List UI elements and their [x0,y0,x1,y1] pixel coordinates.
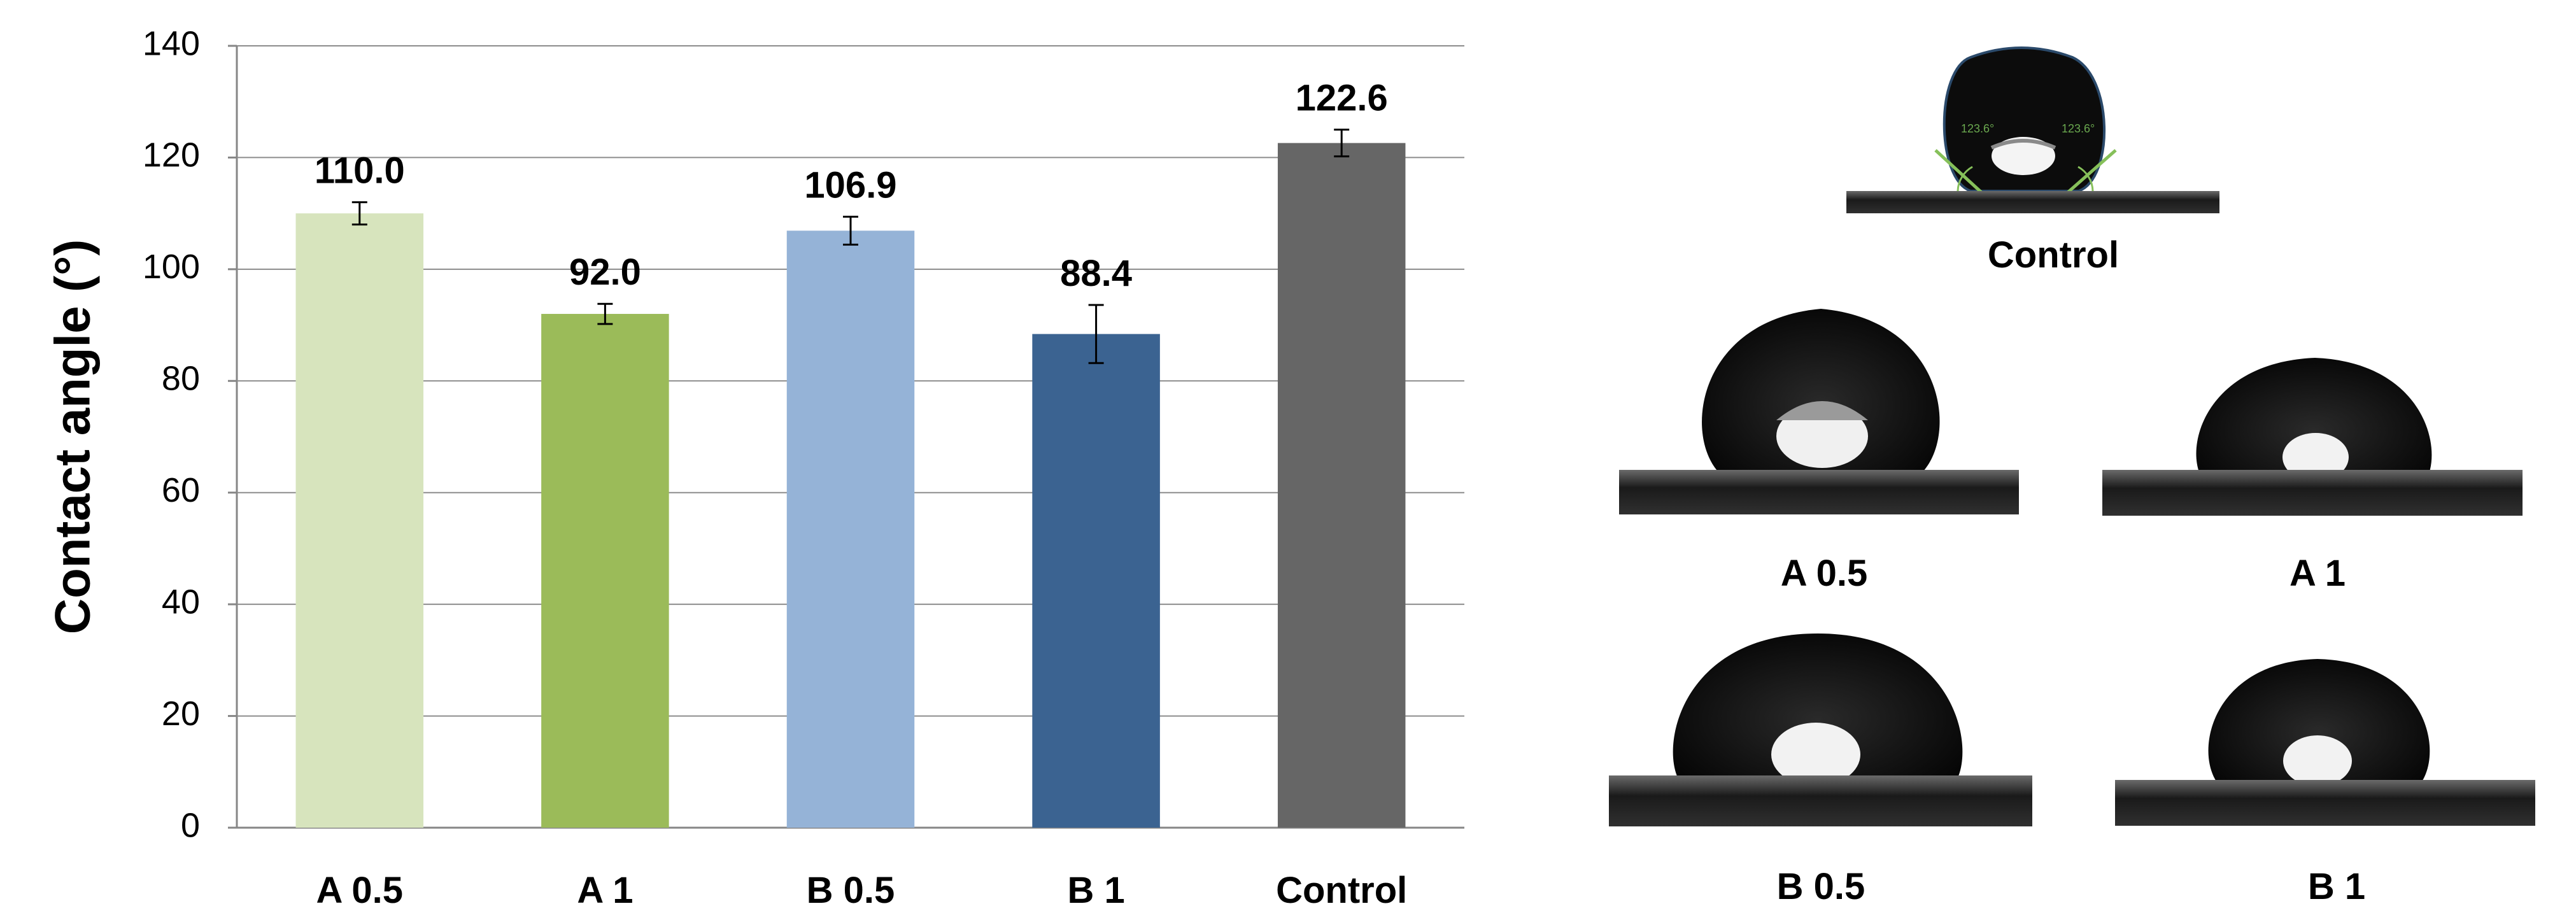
error-bar [1088,304,1104,364]
photo-control-angle-right: 123.6° [2062,122,2095,135]
photo-control-highlight [1992,137,2055,175]
photo-a1-surface [2102,470,2523,516]
photo-a05: A 0.5 [1617,293,2019,594]
y-tick-label: 20 [162,695,200,733]
photo-control-angle-arc-left [1957,166,1973,192]
category-label: Control [1276,870,1407,911]
photo-b05-label: B 0.5 [1777,866,1865,907]
y-axis-title: Contact angle (°) [45,239,101,635]
photo-a05-droplet [1702,309,1940,484]
category-label: B 0.5 [807,870,895,911]
photo-a1-highlight [2282,433,2349,481]
photo-b1-droplet [2208,659,2430,793]
bar [786,230,915,828]
y-tick-label: 100 [143,248,200,286]
contact-angle-bar-chart: 0 20 40 60 80 100 120 140 110.0 92.0 106.9 88.4 122… [45,24,1464,911]
photo-b1-label: B 1 [2308,866,2365,907]
error-bar [351,201,367,226]
photo-control-surface [1846,191,2219,213]
y-tick-label: 140 [143,24,200,62]
photo-b05-surface [1609,775,2032,826]
photo-b05-highlight [1771,723,1860,786]
data-label: 110.0 [315,150,405,192]
y-tick-label: 0 [181,806,200,844]
category-label: A 1 [577,870,633,911]
photo-control-highlight-top [1990,139,2056,150]
error-bar [1334,129,1350,158]
bar [295,213,424,828]
bar [541,314,669,828]
photo-control-droplet [1943,46,2105,192]
photo-a1: A 1 [2101,344,2523,594]
data-label: 122.6 [1296,78,1388,119]
y-tick-label: 40 [162,583,200,621]
photo-a1-label: A 1 [2289,553,2346,594]
photo-b1-surface [2115,780,2535,826]
photo-control-tangent-left [1934,149,1983,194]
photo-control-label: Control [1988,234,2119,276]
photo-control-angle-left: 123.6° [1961,122,1994,135]
bar [1277,143,1406,828]
photo-b05-droplet [1673,633,1963,789]
category-label: B 1 [1067,870,1124,911]
photo-a05-highlight-band [1776,401,1868,420]
y-tick-labels: 0 20 40 60 80 100 120 140 [143,24,237,844]
photo-control: 123.6° 123.6° Control [1846,38,2219,276]
y-tick-label: 60 [162,471,200,509]
photo-b05: B 0.5 [1608,624,2034,907]
photo-b1: B 1 [2114,649,2535,907]
photo-a1-droplet [2196,358,2432,490]
category-label: A 0.5 [316,870,403,911]
error-bars [351,129,1350,364]
bar [1032,334,1160,828]
y-tick-label: 120 [143,136,200,174]
y-tick-label: 80 [162,360,200,398]
error-bar [597,302,613,325]
photo-control-tangent-right [2067,149,2117,194]
bars [295,143,1406,828]
data-labels: 110.0 92.0 106.9 88.4 122.6 [315,78,1388,294]
error-bar [843,215,858,246]
data-label: 92.0 [569,251,641,293]
photo-a05-label: A 0.5 [1781,553,1867,594]
data-label: 88.4 [1060,253,1132,294]
photo-b1-highlight [2283,735,2352,786]
photo-a05-surface [1619,470,2019,514]
data-label: 106.9 [804,164,896,206]
category-labels: A 0.5 A 1 B 0.5 B 1 Control [316,870,1408,911]
photo-control-angle-arc-right [2077,166,2094,192]
